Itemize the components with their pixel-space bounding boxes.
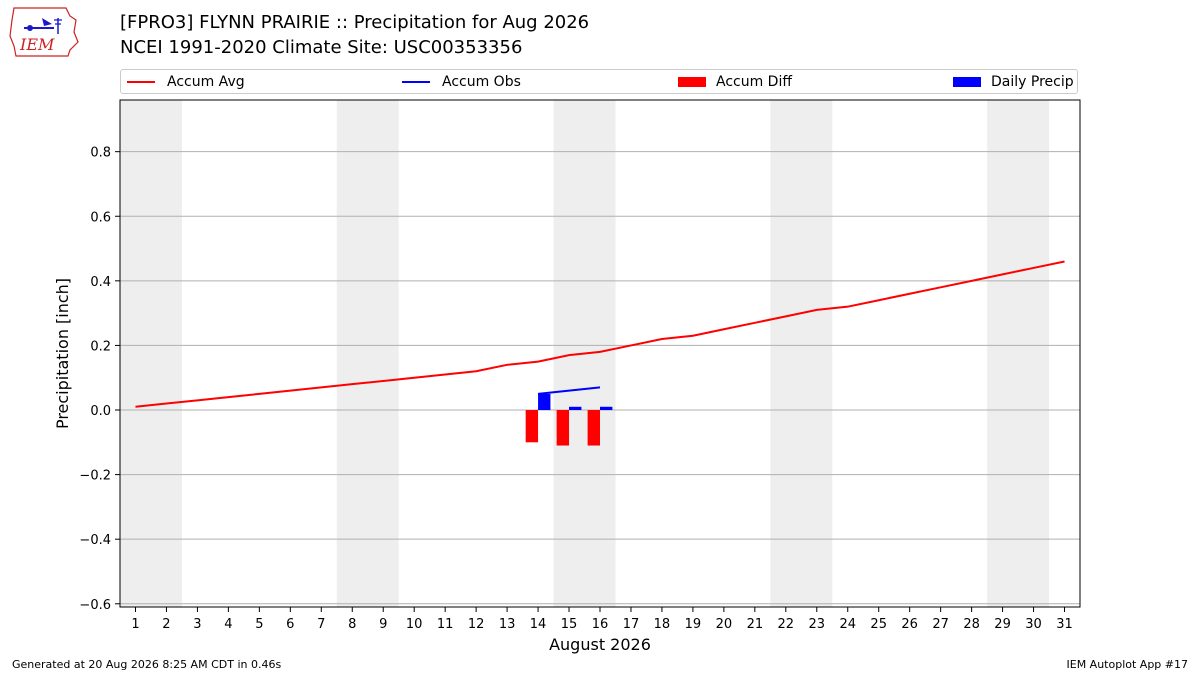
x-tick-label-18: 18 [654, 617, 671, 632]
x-tick-label-17: 17 [623, 617, 640, 632]
bar-daily-precip-14 [538, 393, 551, 411]
y-tick-label-6: 0.6 [90, 210, 111, 225]
x-tick-label-25: 25 [870, 617, 887, 632]
weekend-shade-4 [987, 100, 1050, 607]
x-tick-label-3: 3 [193, 617, 201, 632]
x-tick-label-7: 7 [317, 617, 325, 632]
x-tick-label-10: 10 [406, 617, 423, 632]
x-axis-label: August 2026 [549, 635, 651, 654]
series-line-accum-obs [537, 386, 601, 395]
footer-app-text: IEM Autoplot App #17 [1066, 658, 1189, 671]
x-tick-label-19: 19 [685, 617, 702, 632]
x-tick-label-5: 5 [255, 617, 263, 632]
x-tick-label-27: 27 [932, 617, 949, 632]
legend-swatch-daily-precip [953, 77, 981, 87]
chart-subtitle: NCEI 1991-2020 Climate Site: USC00353356 [120, 37, 523, 58]
y-tick-label-4: 0.2 [90, 339, 111, 354]
x-tick-label-14: 14 [530, 617, 547, 632]
x-tick-label-26: 26 [901, 617, 918, 632]
weekend-shade-3 [770, 100, 833, 607]
weekend-shade-0 [120, 100, 182, 607]
x-tick-label-28: 28 [963, 617, 980, 632]
x-tick-label-11: 11 [437, 617, 454, 632]
x-tick-label-1: 1 [131, 617, 139, 632]
x-tick-label-2: 2 [162, 617, 170, 632]
legend-swatch-accum-diff [678, 77, 706, 87]
legend-item-accum-obs: Accum Obs [402, 73, 521, 91]
x-tick-label-9: 9 [379, 617, 387, 632]
weekend-shade-1 [336, 100, 399, 607]
x-tick-label-31: 31 [1056, 617, 1073, 632]
chart-legend: Accum Avg Accum Obs Accum Diff Daily Pre… [120, 69, 1078, 94]
y-tick-label-1: −0.4 [79, 533, 111, 548]
x-tick-label-30: 30 [1025, 617, 1042, 632]
legend-label-daily-precip: Daily Precip [991, 74, 1074, 90]
legend-label-accum-obs: Accum Obs [442, 74, 521, 90]
weekend-shade-2 [553, 100, 616, 607]
x-tick-label-13: 13 [499, 617, 516, 632]
legend-swatch-accum-avg [127, 81, 155, 83]
x-tick-label-12: 12 [468, 617, 485, 632]
legend-item-daily-precip: Daily Precip [953, 73, 1074, 91]
series-line-accum-avg [135, 260, 1065, 408]
bar-accum-diff-15 [556, 410, 570, 446]
y-axis-label: Precipitation [inch] [53, 278, 72, 429]
y-tick-label-5: 0.4 [90, 275, 111, 290]
bar-daily-precip-16 [600, 406, 613, 411]
footer-generated-text: Generated at 20 Aug 2026 8:25 AM CDT in … [12, 658, 282, 671]
legend-label-accum-diff: Accum Diff [716, 74, 793, 90]
x-tick-label-4: 4 [224, 617, 232, 632]
x-tick-label-20: 20 [716, 617, 733, 632]
y-tick-label-0: −0.6 [79, 598, 111, 613]
bar-accum-diff-16 [587, 410, 600, 446]
bar-accum-diff-14 [525, 410, 539, 443]
y-tick-label-2: −0.2 [79, 469, 111, 484]
plot-frame [119, 99, 1081, 608]
y-tick-label-3: 0.0 [90, 404, 111, 419]
chart-title: [FPRO3] FLYNN PRAIRIE :: Precipitation f… [120, 12, 590, 33]
x-tick-label-16: 16 [592, 617, 609, 632]
y-tick-label-7: 0.8 [90, 146, 111, 161]
legend-item-accum-diff: Accum Diff [678, 73, 792, 91]
legend-swatch-accum-obs [402, 81, 430, 83]
x-tick-label-21: 21 [747, 617, 764, 632]
x-tick-label-23: 23 [809, 617, 826, 632]
bar-daily-precip-15 [569, 406, 582, 411]
logo-text: IEM [19, 35, 55, 54]
legend-item-accum-avg: Accum Avg [127, 73, 245, 91]
x-tick-label-6: 6 [286, 617, 294, 632]
x-tick-label-8: 8 [348, 617, 356, 632]
x-tick-label-22: 22 [778, 617, 795, 632]
x-tick-label-24: 24 [839, 617, 856, 632]
x-tick-label-15: 15 [561, 617, 578, 632]
x-tick-label-29: 29 [994, 617, 1011, 632]
iem-logo: IEM [9, 7, 79, 57]
legend-label-accum-avg: Accum Avg [167, 74, 245, 90]
